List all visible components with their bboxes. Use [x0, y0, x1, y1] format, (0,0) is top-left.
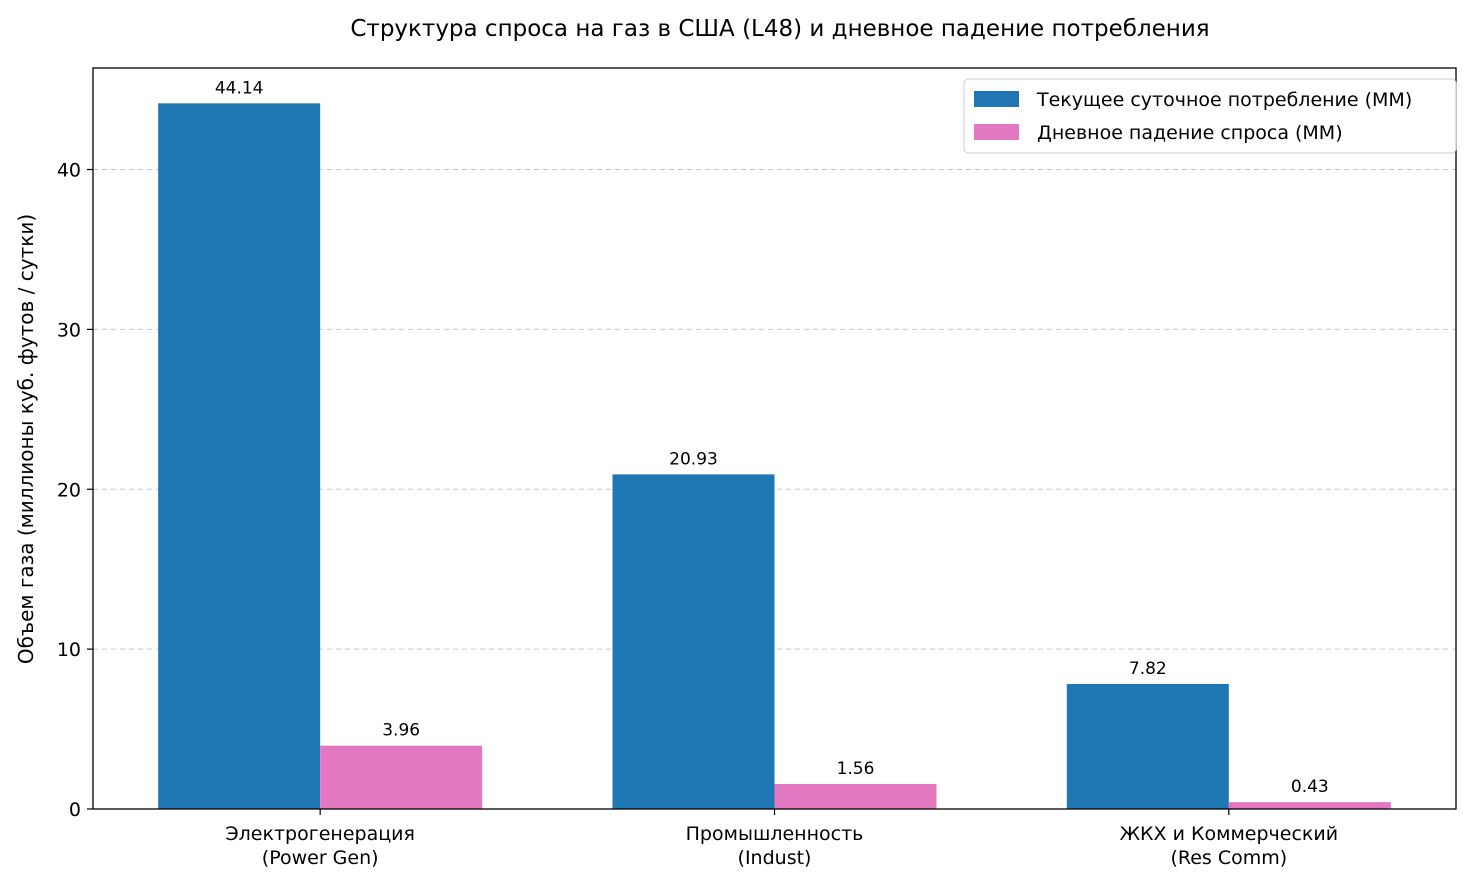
bar-demand-drop [1228, 802, 1391, 809]
chart-title: Структура спроса на газ в США (L48) и дн… [350, 16, 1209, 42]
bar-value-label: 7.82 [1129, 659, 1167, 679]
legend-swatch [974, 91, 1019, 107]
bar-value-label: 0.43 [1291, 777, 1329, 797]
x-tick-label: (Indust) [738, 847, 812, 869]
y-axis: 0 10 20 30 40 [57, 160, 93, 821]
x-tick-label: ЖКХ и Коммерческий [1120, 823, 1338, 845]
y-tick-label: 30 [57, 319, 81, 341]
bar-consumption [1066, 683, 1229, 809]
legend-swatch [974, 124, 1019, 140]
bar-demand-drop [320, 745, 483, 809]
bars [158, 103, 1391, 809]
legend-label: Текущее суточное потребление (MM) [1036, 89, 1412, 111]
bar-value-label: 1.56 [837, 759, 875, 779]
y-tick-label: 10 [57, 639, 81, 661]
y-tick-label: 40 [57, 160, 81, 182]
legend: Текущее суточное потребление (MM) Дневное… [963, 78, 1457, 154]
legend-box [963, 78, 1457, 154]
x-tick-label: (Res Comm) [1170, 847, 1287, 869]
bar-value-label: 3.96 [382, 721, 420, 741]
x-axis: Электрогенерация(Power Gen) Промышленност… [225, 809, 1338, 869]
x-tick-label: Электрогенерация [225, 823, 415, 845]
legend-label: Дневное падение спроса (MM) [1037, 122, 1343, 144]
bar-value-label: 44.14 [215, 78, 264, 98]
y-axis-label: Объем газа (миллионы куб. футов / сутки) [14, 214, 38, 664]
y-tick-label: 0 [69, 799, 81, 821]
x-tick-label: (Power Gen) [262, 847, 379, 869]
value-labels: 44.14 3.96 20.93 1.56 7.82 0.43 [215, 78, 1329, 797]
y-tick-label: 20 [57, 479, 81, 501]
bar-consumption [158, 103, 321, 809]
bar-consumption [612, 474, 775, 809]
x-tick-label: Промышленность [686, 823, 864, 845]
bar-value-label: 20.93 [669, 449, 718, 469]
bar-demand-drop [774, 784, 937, 809]
